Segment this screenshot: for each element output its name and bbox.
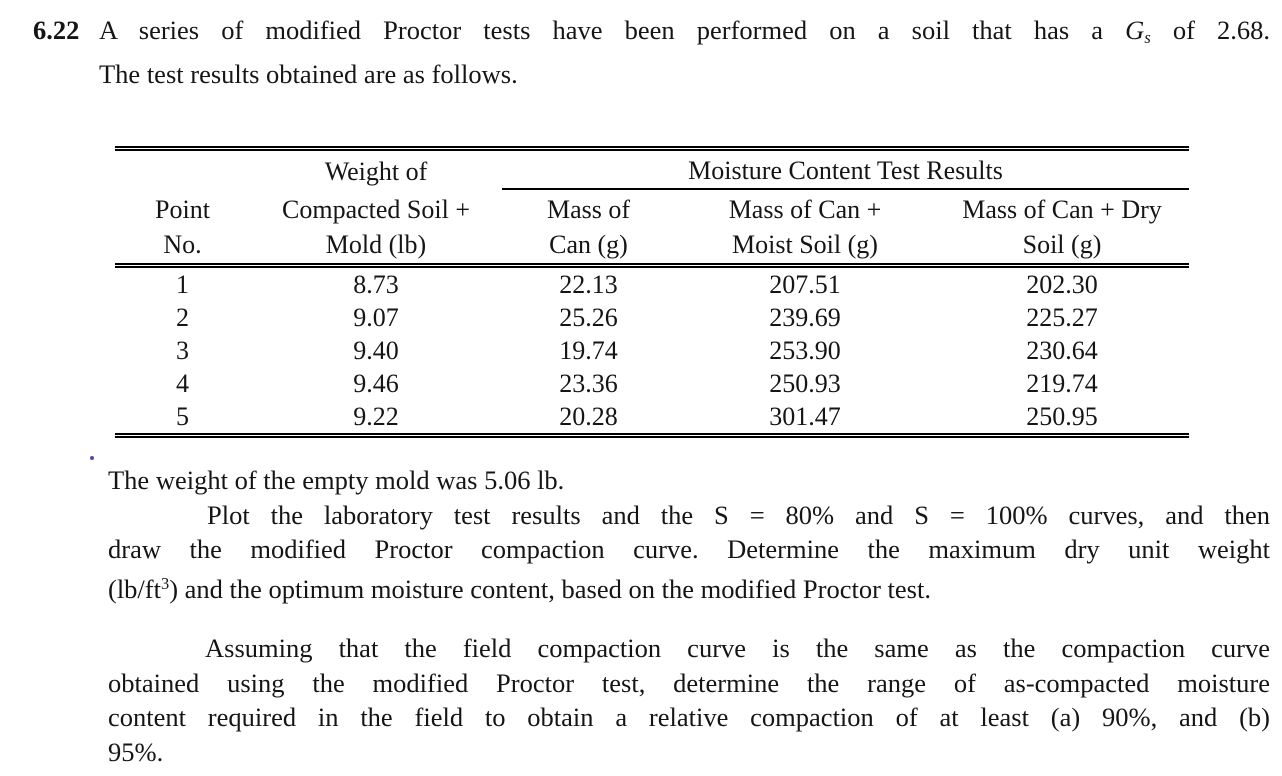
table-header-cell: Mass of Can + — [728, 195, 882, 224]
paragraph-line: Plot the laboratory test results and the… — [207, 499, 1270, 530]
table-cell: 4 — [176, 368, 189, 398]
table-header-cell: Point — [155, 195, 210, 224]
statement-text-pre-gs: A series of modified Proctor tests have … — [99, 15, 1126, 45]
unit-text-pre: (lb/ft — [108, 573, 161, 604]
gs-symbol: G — [1125, 15, 1145, 45]
table-header-cell: No. — [115, 225, 250, 268]
paragraph-line: content required in the field to obtain … — [108, 702, 1270, 733]
table-row: 2 9.07 25.26 239.69 225.27 — [115, 301, 1189, 334]
table-header-empty-cell — [115, 149, 250, 190]
table-row: 1 8.73 22.13 207.51 202.30 — [115, 266, 1189, 302]
table-cell: 253.90 — [769, 335, 841, 365]
table-cell: 225.27 — [1026, 302, 1098, 332]
table-cell: 239.69 — [769, 302, 841, 332]
table-cell: 3 — [176, 335, 189, 365]
paragraph-line: obtained using the modified Proctor test… — [108, 667, 1270, 698]
paragraph-line: The weight of the empty mold was 5.06 lb… — [108, 465, 565, 495]
table-header-row-1: Weight of Moisture Content Test Results — [115, 148, 1189, 190]
table-cell: 230.64 — [1026, 335, 1098, 365]
table-header-row-2: Point Compacted Soil + Mass of Mass of C… — [115, 189, 1189, 225]
table-cell: 219.74 — [1026, 368, 1098, 398]
unit-exponent: 3 — [161, 573, 170, 593]
table-header-cell: Mass of Can + Dry — [962, 195, 1162, 224]
table-header-weight-of: Weight of — [324, 157, 428, 186]
table-cell: 23.36 — [559, 368, 618, 398]
table-cell: 19.74 — [559, 335, 618, 365]
results-table: Weight of Moisture Content Test Results … — [115, 146, 1189, 438]
table-cell: 5 — [176, 401, 189, 431]
table-header-cell: Compacted Soil + — [282, 195, 470, 224]
table-cell: 8.73 — [353, 269, 399, 299]
spanner-header-moisture-content: Moisture Content Test Results — [502, 148, 1189, 190]
paragraph-line: (lb/ft3) and the optimum moisture conten… — [108, 567, 1270, 607]
paragraph-line: draw the modified Proctor compaction cur… — [108, 534, 1270, 565]
table-header-cell: Soil (g) — [935, 225, 1189, 268]
table-row: 4 9.46 23.36 250.93 219.74 — [115, 367, 1189, 400]
problem-statement-line-1: A series of modified Proctor tests have … — [99, 12, 1270, 56]
table-cell: 20.28 — [559, 401, 618, 431]
table-row: 3 9.40 19.74 253.90 230.64 — [115, 334, 1189, 367]
table-cell: 25.26 — [559, 302, 618, 332]
paragraph-line: Assuming that the field compaction curve… — [205, 633, 1270, 663]
table-header-cell: Moist Soil (g) — [675, 225, 935, 268]
table-cell: 9.07 — [353, 302, 399, 332]
paragraph-mold-weight-and-plot: The weight of the empty mold was 5.06 lb… — [108, 463, 1270, 606]
paragraph-field-compaction: Assuming that the field compaction curve… — [108, 631, 1270, 769]
table-cell: 250.95 — [1026, 401, 1098, 431]
table-cell: 9.40 — [353, 335, 399, 365]
table-cell: 9.46 — [353, 368, 399, 398]
table-cell: 301.47 — [769, 401, 841, 431]
gs-subscript: s — [1144, 28, 1151, 48]
table-cell: 9.22 — [353, 401, 399, 431]
table-cell: 1 — [176, 269, 189, 299]
stray-mark-dot — [90, 456, 94, 460]
table-cell: 202.30 — [1026, 269, 1098, 299]
table-row: 5 9.22 20.28 301.47 250.95 — [115, 400, 1189, 436]
statement-text-post-gs: of 2.68. — [1150, 15, 1270, 45]
table-header-row-3: No. Mold (lb) Can (g) Moist Soil (g) Soi… — [115, 225, 1189, 268]
table-header-cell: Can (g) — [502, 225, 675, 268]
table-header-cell: Mass of — [546, 195, 631, 224]
table-cell: 207.51 — [769, 269, 841, 299]
unit-text-post: ) and the optimum moisture content, base… — [169, 573, 931, 604]
table-cell: 2 — [176, 302, 189, 332]
paragraph-line: 95%. — [108, 736, 164, 767]
table-header-cell: Mold (lb) — [250, 225, 502, 268]
table-cell: 22.13 — [559, 269, 618, 299]
table-cell: 250.93 — [769, 368, 841, 398]
problem-statement: A series of modified Proctor tests have … — [99, 12, 1270, 93]
problem-statement-line-2: The test results obtained are as follows… — [99, 59, 518, 90]
problem-number: 6.22 — [33, 15, 80, 45]
